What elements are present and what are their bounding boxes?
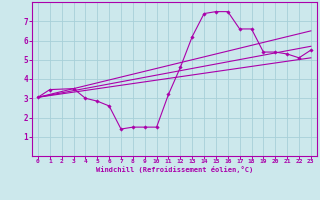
- X-axis label: Windchill (Refroidissement éolien,°C): Windchill (Refroidissement éolien,°C): [96, 166, 253, 173]
